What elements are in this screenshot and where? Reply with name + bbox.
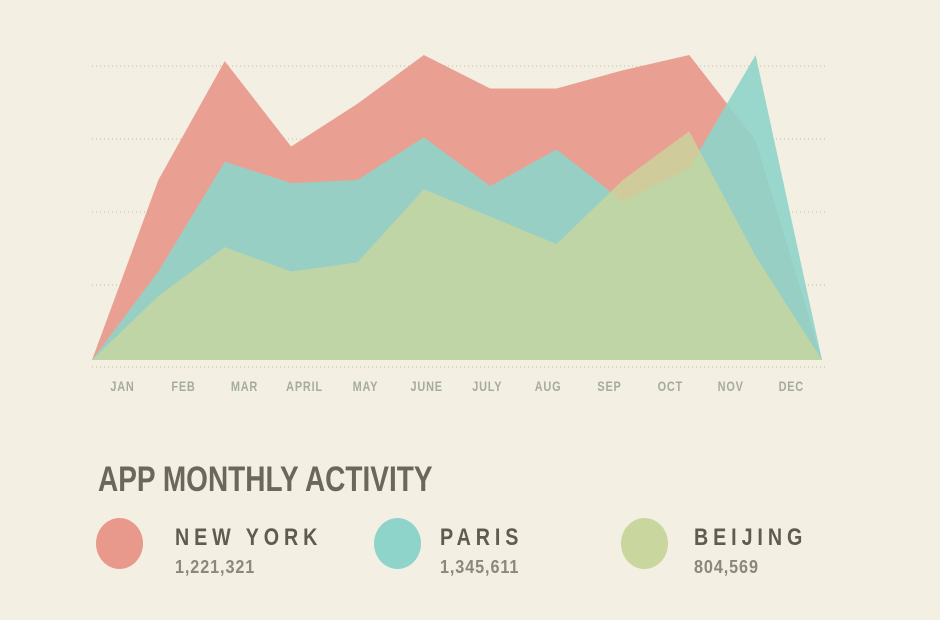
x-tick-july: JULY: [472, 378, 503, 394]
x-tick-oct: OCT: [657, 378, 683, 394]
x-tick-jan: JAN: [110, 378, 135, 394]
beijing-color-dot: [621, 518, 668, 569]
legend-value-new-york: 1,221,321: [175, 557, 256, 577]
x-tick-june: JUNE: [410, 378, 443, 394]
x-tick-mar: MAR: [230, 378, 258, 394]
x-tick-april: APRIL: [286, 378, 324, 394]
new-york-color-dot: [96, 518, 143, 569]
x-axis-labels: JAN FEB MAR APRIL MAY JUNE JULY AUG SEP …: [92, 378, 822, 398]
legend-label-new-york: NEW YORK: [175, 524, 323, 551]
x-tick-sep: SEP: [596, 378, 622, 394]
chart-canvas: [92, 55, 825, 368]
chart-title: APP MONTHLY ACTIVITY: [98, 460, 433, 499]
legend-value-paris: 1,345,611: [440, 557, 520, 577]
legend-label-beijing: BEIJING: [694, 524, 808, 551]
x-tick-nov: NOV: [717, 378, 744, 394]
x-tick-dec: DEC: [778, 378, 805, 394]
paris-color-dot: [374, 518, 421, 569]
x-tick-may: MAY: [352, 378, 379, 394]
series-area-beijing: [92, 131, 822, 360]
area-chart: [92, 55, 825, 368]
legend: NEW YORK 1,221,321 PARIS 1,345,611 BEIJI…: [0, 514, 940, 594]
x-tick-aug: AUG: [534, 378, 562, 394]
legend-label-paris: PARIS: [440, 524, 524, 551]
x-tick-feb: FEB: [171, 378, 196, 394]
legend-value-beijing: 804,569: [694, 557, 759, 577]
